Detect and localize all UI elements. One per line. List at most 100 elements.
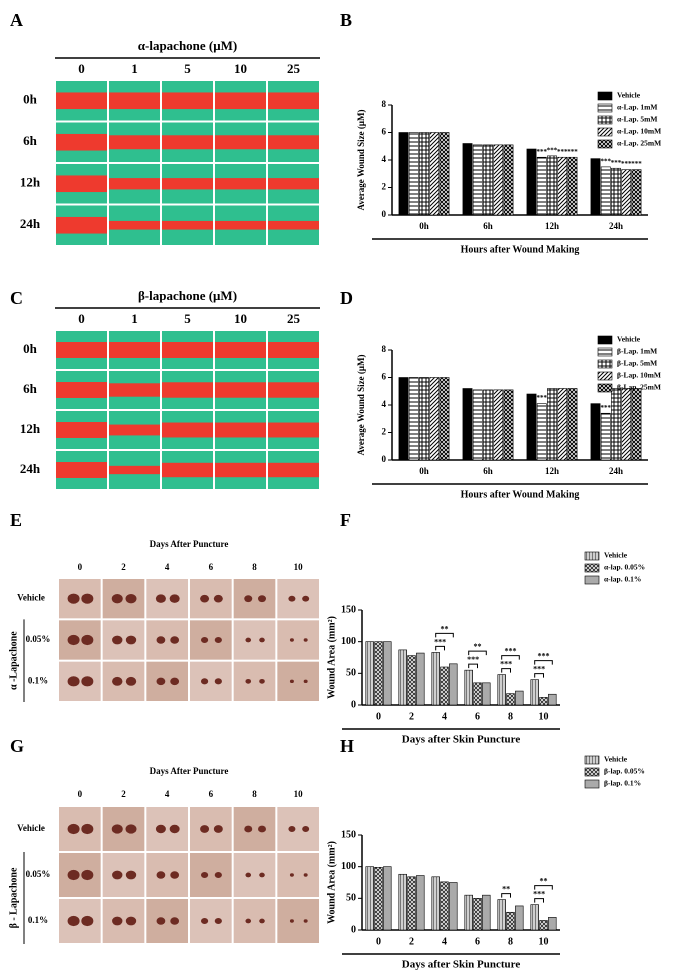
row-label: 0.1% [28,675,48,685]
column-label: 0 [78,61,85,76]
photo-cell [102,899,145,943]
bar [631,388,642,461]
panel-letter: G [10,736,24,756]
x-tick-label: 12h [545,466,559,476]
photo-cell [190,579,232,619]
photo-cell [190,661,232,701]
bar [536,403,547,461]
bar [503,144,514,216]
wound [259,637,265,643]
bar [419,132,429,216]
legend-swatch [584,563,600,573]
wound-band [109,178,160,190]
bar [440,666,449,706]
wound [156,917,166,925]
row-label: 0h [23,341,38,356]
wound-band [268,135,319,150]
legend-swatch [584,779,600,789]
column-label: 10 [294,562,304,572]
wound [125,635,137,645]
significance: *** [537,394,548,402]
y-axis-label: Wound Area (mm²) [326,616,337,699]
photo-cell [102,807,145,851]
bar [440,881,449,931]
y-tick-label: 100 [341,861,356,872]
wound [170,871,180,879]
wound [200,825,210,833]
x-tick-label: 2 [409,711,414,722]
wound [289,638,294,642]
wound-band [56,133,107,151]
photo-cell [190,620,232,660]
photo-cell [277,661,319,701]
legend-label: α-lap. 0.1% [604,575,641,584]
wound [125,824,137,834]
photo-cell [59,579,101,619]
significance: *** [567,148,578,156]
x-tick-label: 8 [508,711,513,722]
significance-bracket [468,663,478,669]
bar [407,876,416,931]
bar [472,389,483,461]
wound [111,824,123,834]
wound-band [109,424,160,436]
bar [374,641,383,706]
bar [497,674,506,706]
wound-band [109,220,160,230]
legend-swatch [597,383,613,393]
wound [81,593,94,604]
wound-band [215,462,266,478]
photo-cell [146,661,188,701]
bar [611,167,621,216]
significance: *** [533,664,545,673]
bar [449,663,458,706]
wound-band [268,92,319,110]
significance: ** [502,884,510,893]
panel-letter: E [10,510,22,530]
bar [439,377,450,461]
legend-swatch [597,371,613,381]
wound-band [109,383,160,397]
wound-band [109,135,160,150]
side-label: β - Lapachone [8,867,19,928]
photo-cell [233,807,276,851]
bar [590,158,601,216]
wound [67,593,80,604]
wound [81,915,94,927]
column-label: 6 [209,562,214,572]
y-tick-label: 4 [382,399,387,409]
wound-band [215,178,266,190]
wound [170,677,180,686]
bar [439,132,450,216]
row-label: Vehicle [17,593,45,603]
legend-swatch [597,91,613,101]
row-label: 12h [20,421,41,436]
bar [557,156,568,216]
x-tick-label: 24h [609,466,623,476]
significance: *** [505,646,517,655]
photo-cell [190,853,232,897]
photo-cell [102,579,145,619]
wound-band [162,382,213,398]
legend-swatch [597,115,613,125]
legend-label: Vehicle [604,551,628,560]
column-label: 2 [121,789,126,799]
bar [429,377,440,461]
wound [81,634,94,646]
y-tick-label: 0 [351,699,356,710]
wound [245,637,252,643]
column-label: 1 [131,311,138,326]
significance-bracket [534,660,553,665]
significance: *** [467,655,479,664]
photo-cell [277,807,319,851]
bar [506,911,515,931]
legend-swatch [584,767,600,777]
wound [288,595,296,602]
y-tick-label: 0 [382,209,387,219]
column-label: 4 [165,789,170,799]
y-tick-label: 50 [346,668,356,679]
bar [416,875,425,931]
y-tick-label: 50 [346,893,356,904]
wound [155,824,166,834]
